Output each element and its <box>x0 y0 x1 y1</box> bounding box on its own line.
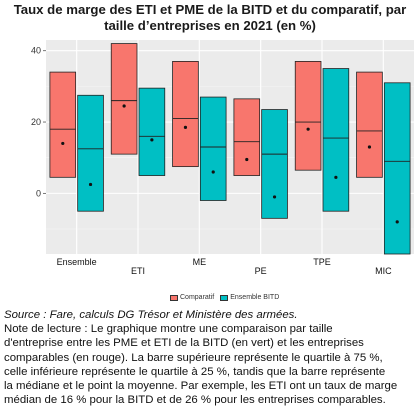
box-bitd <box>199 96 227 201</box>
box-comparatif <box>356 71 383 178</box>
box-comparatif <box>49 71 77 178</box>
x-category-label: ETI <box>131 266 145 276</box>
mean-point-comparatif <box>306 127 310 131</box>
chart-legend: Comparatif Ensemble BITD <box>170 294 279 301</box>
mean-point-comparatif <box>61 141 65 146</box>
box-bitd <box>322 68 350 212</box>
legend-item-comparatif: Comparatif <box>170 294 214 301</box>
mean-point-bitd <box>150 138 154 142</box>
box-bitd <box>138 87 166 176</box>
mean-point-comparatif <box>367 145 372 149</box>
x-category-label: TPE <box>313 257 331 267</box>
box-bitd <box>261 109 288 219</box>
box-comparatif <box>110 43 138 155</box>
mean-point-comparatif <box>245 157 249 162</box>
reading-note-line: la médiane et le point la moyenne. Par e… <box>4 380 398 393</box>
legend-label-comparatif: Comparatif <box>180 294 215 301</box>
reading-note-line: médian de 16 % pour la BITD et de 26 % p… <box>4 394 386 407</box>
reading-note-line: celle inférieure représente le quartile … <box>4 365 386 378</box>
x-category-label: Ensemble <box>57 257 97 267</box>
mean-point-bitd <box>211 170 215 174</box>
reading-note-line: Note de lecture : Le graphique montre un… <box>4 323 333 335</box>
mean-point-bitd <box>88 182 93 187</box>
box-bitd <box>383 82 411 255</box>
legend-label-bitd: Ensemble BITD <box>230 294 280 301</box>
reading-note-line: d'entreprise entre les PME et ETI de la … <box>4 337 364 350</box>
y-tick-label: 20 <box>31 117 41 127</box>
x-category-label: MIC <box>375 266 392 276</box>
mean-point-comparatif <box>183 125 188 129</box>
reading-note-line: comparables (en rouge). La barre supérie… <box>4 351 383 364</box>
box-comparatif <box>294 60 322 171</box>
legend-swatch-bitd <box>220 294 229 301</box>
y-tick-label: 40 <box>31 46 41 56</box>
x-category-label: ME <box>193 257 207 267</box>
reading-note: Note de lecture : Le graphique montre un… <box>4 322 418 408</box>
chart-title-line-2: taille d’entreprises en 2021 (en %) <box>104 18 316 33</box>
mean-point-bitd <box>395 220 399 224</box>
box-bitd <box>77 94 104 212</box>
box-comparatif <box>172 60 199 168</box>
chart-title-line-1: Taux de marge des ETI et PME de la BITD … <box>13 2 407 17</box>
legend-swatch-comparatif <box>170 294 178 301</box>
legend-item-bitd: Ensemble BITD <box>220 294 279 301</box>
mean-point-bitd <box>272 195 277 199</box>
source-note: Source : Fare, calculs DG Trésor et Mini… <box>4 309 298 321</box>
mean-point-bitd <box>334 175 338 179</box>
mean-point-comparatif <box>122 104 126 108</box>
box-comparatif <box>233 98 261 176</box>
y-tick-label: 0 <box>36 188 41 198</box>
chart-canvas: 0 20 40 Ensemble ETI ME PE TPE MIC <box>31 40 414 276</box>
box-plot-chart: 0 20 40 Ensemble ETI ME PE TPE MIC <box>0 38 420 308</box>
chart-title: Taux de marge des ETI et PME de la BITD … <box>0 2 420 34</box>
x-category-label: PE <box>255 266 267 276</box>
plot-panel <box>46 40 414 254</box>
